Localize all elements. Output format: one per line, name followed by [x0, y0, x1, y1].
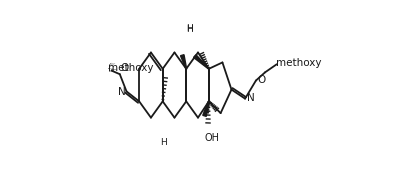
Text: N: N: [118, 87, 126, 97]
Polygon shape: [181, 55, 187, 69]
Text: methoxy: methoxy: [112, 68, 118, 70]
Text: OH: OH: [204, 133, 219, 144]
Text: methoxy: methoxy: [110, 63, 116, 64]
Text: methoxy: methoxy: [108, 63, 153, 73]
Text: methoxy: methoxy: [276, 58, 321, 68]
Text: methoxy: methoxy: [109, 65, 115, 66]
Text: H: H: [186, 25, 193, 34]
Text: O: O: [257, 75, 266, 85]
Text: N: N: [247, 93, 255, 103]
Text: O: O: [120, 63, 128, 73]
Text: H: H: [186, 24, 193, 33]
Text: methoxy: methoxy: [108, 68, 114, 69]
Text: methoxy: methoxy: [109, 71, 116, 72]
Text: methoxy: methoxy: [110, 68, 117, 70]
Text: methoxy: methoxy: [109, 64, 116, 65]
Text: H: H: [160, 138, 167, 148]
Polygon shape: [194, 55, 209, 69]
Polygon shape: [203, 101, 209, 116]
